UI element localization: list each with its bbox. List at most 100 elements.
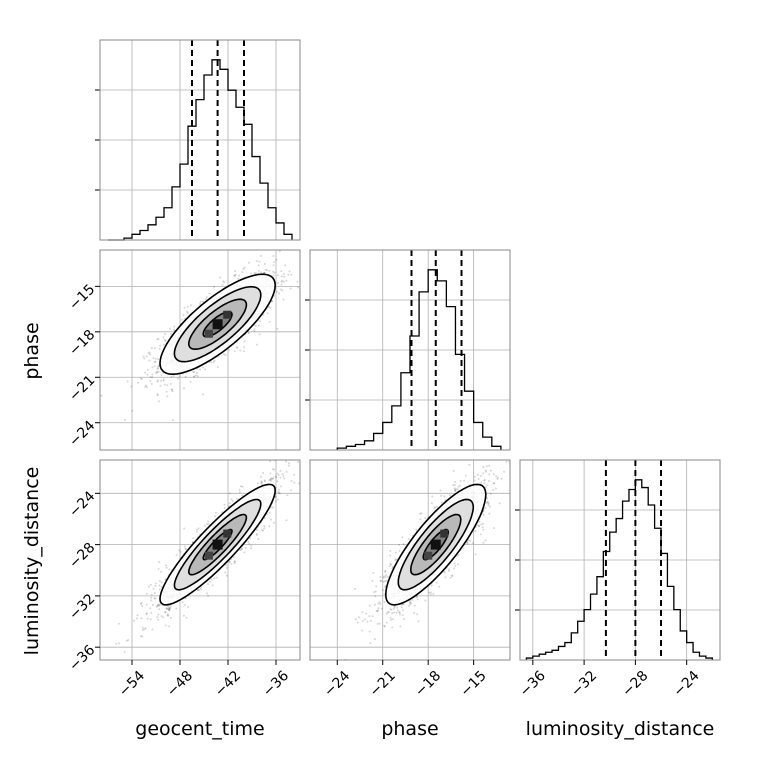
sample-point	[276, 327, 279, 330]
sample-point	[228, 492, 231, 495]
sample-point	[228, 348, 231, 351]
sample-point	[168, 608, 171, 611]
sample-point	[468, 463, 471, 466]
sample-point	[153, 361, 156, 363]
sample-point	[165, 564, 167, 567]
sample-point	[269, 460, 271, 463]
sample-point	[139, 377, 142, 380]
sample-point	[489, 469, 492, 472]
panel-content	[344, 460, 510, 660]
sample-point	[157, 370, 160, 373]
sample-point	[233, 274, 236, 277]
sample-point	[383, 601, 386, 603]
sample-point	[272, 255, 275, 257]
sample-point	[153, 592, 156, 595]
sample-point	[483, 482, 486, 485]
sample-point	[202, 366, 204, 369]
sample-point	[146, 617, 149, 620]
sample-point	[144, 385, 147, 388]
sample-point	[466, 542, 469, 545]
sample-point	[484, 470, 487, 473]
sample-point	[202, 393, 204, 396]
sample-point	[272, 270, 274, 273]
sample-point	[383, 625, 386, 628]
panel-layer: −36 −32 −28 −24−24−21−18−15−36−32−28−24−54−…	[66, 39, 721, 700]
sample-point	[283, 275, 286, 278]
sample-point	[178, 549, 181, 552]
sample-point	[453, 483, 456, 486]
sample-point	[288, 270, 291, 273]
sample-point	[265, 269, 268, 272]
sample-point	[273, 271, 276, 274]
sample-point	[271, 477, 274, 480]
sample-point	[387, 611, 390, 613]
sample-point	[375, 610, 378, 613]
sample-point	[485, 486, 487, 489]
sample-point	[225, 566, 228, 569]
sample-point	[495, 475, 498, 478]
sample-point	[143, 628, 146, 631]
sample-point	[393, 611, 396, 614]
sample-point	[273, 260, 276, 263]
sample-point	[230, 498, 233, 501]
sample-point	[280, 275, 283, 278]
sample-point	[477, 525, 480, 528]
histogram-panel-geocent-time	[95, 39, 301, 241]
sample-point	[269, 472, 272, 475]
sample-point	[481, 526, 484, 529]
sample-point	[117, 622, 120, 625]
sample-point	[290, 480, 293, 482]
sample-point	[255, 534, 258, 536]
sample-point	[268, 479, 271, 482]
sample-point	[247, 332, 250, 335]
sample-point	[435, 581, 438, 584]
sample-point	[157, 379, 160, 382]
sample-point	[228, 502, 231, 505]
sample-point	[283, 477, 286, 480]
sample-point	[271, 300, 274, 303]
sample-point	[454, 489, 457, 492]
sample-point	[189, 380, 192, 383]
sample-point	[444, 576, 447, 579]
sample-point	[260, 475, 263, 478]
sample-point	[278, 250, 281, 253]
sample-point	[466, 541, 468, 544]
sample-point	[165, 607, 168, 610]
sample-point	[205, 296, 208, 298]
sample-point	[487, 480, 490, 482]
sample-point	[173, 325, 176, 328]
sample-point	[248, 542, 251, 545]
sample-point	[297, 461, 299, 463]
sample-point	[153, 365, 156, 368]
sample-point	[159, 603, 162, 606]
sample-point	[168, 327, 171, 330]
sample-point	[162, 336, 165, 339]
sample-point	[240, 548, 243, 551]
sample-point	[157, 338, 160, 340]
sample-point	[175, 554, 178, 557]
sample-point	[390, 618, 393, 621]
sample-point	[482, 522, 484, 525]
sample-point	[124, 418, 126, 421]
sample-point	[254, 324, 257, 327]
sample-point	[233, 560, 236, 563]
sample-point	[181, 601, 184, 604]
sample-point	[277, 474, 280, 477]
sample-point	[240, 485, 242, 488]
sample-point	[391, 565, 394, 568]
sample-point	[150, 599, 153, 602]
sample-point	[372, 572, 375, 574]
sample-point	[279, 470, 282, 472]
sample-point	[243, 266, 246, 269]
sample-point	[225, 574, 228, 577]
sample-point	[384, 580, 386, 583]
sample-point	[197, 588, 200, 591]
sample-point	[419, 512, 422, 515]
sample-point	[275, 258, 278, 261]
sample-point	[250, 544, 253, 547]
sample-point	[399, 625, 402, 628]
sample-point	[409, 603, 412, 606]
sample-point	[199, 302, 202, 305]
sample-point	[492, 482, 495, 485]
sample-point	[165, 566, 168, 569]
